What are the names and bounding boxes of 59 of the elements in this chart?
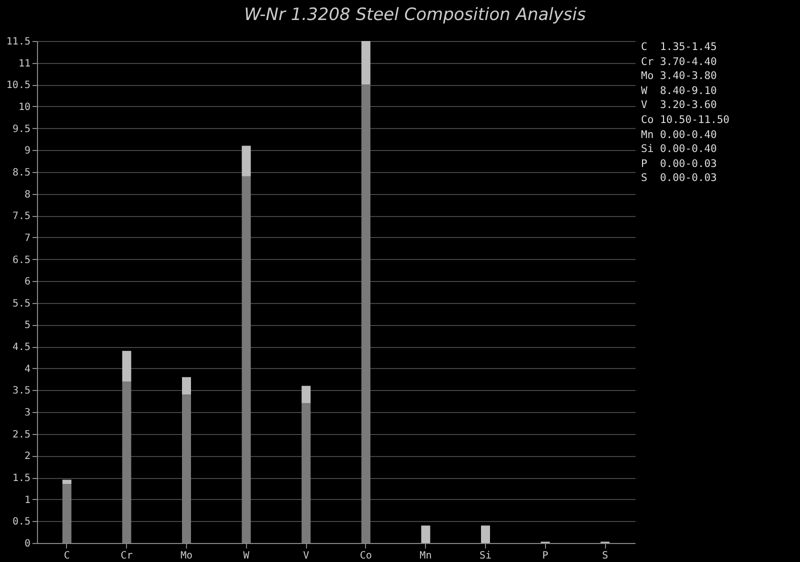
y-tick-label: 8 bbox=[24, 189, 30, 200]
y-tick-label: 7 bbox=[24, 232, 30, 244]
x-tick-label: S bbox=[602, 550, 608, 562]
y-tick-label: 3.5 bbox=[12, 386, 30, 397]
y-tick-label: 3 bbox=[24, 408, 30, 419]
x-tick-label: V bbox=[303, 550, 310, 562]
bar bbox=[62, 480, 72, 484]
bar bbox=[302, 403, 311, 543]
x-tick-label: Mo bbox=[180, 550, 193, 562]
x-tick-label: Co bbox=[360, 550, 372, 562]
bar bbox=[302, 386, 311, 404]
bar bbox=[122, 381, 132, 543]
y-tick-label: 6.5 bbox=[12, 254, 30, 266]
y-tick-label: 2.5 bbox=[12, 429, 30, 440]
chart-title: W-Nr 1.3208 Steel Composition Analysis bbox=[244, 5, 586, 25]
y-tick-label: 9.5 bbox=[12, 124, 30, 135]
bar bbox=[242, 146, 251, 176]
x-tick-label: Cr bbox=[120, 550, 133, 562]
text: Mo 3.40-3.80 bbox=[641, 69, 718, 84]
y-tick-label: 1.5 bbox=[12, 473, 30, 484]
x-tick-label: Si bbox=[479, 550, 492, 562]
bar bbox=[242, 176, 251, 543]
text: V 3.20-3.60 bbox=[641, 98, 718, 113]
y-tick-label: 0.5 bbox=[12, 516, 30, 528]
text: P 0.00-0.03 bbox=[641, 156, 718, 172]
y-tick-label: 6 bbox=[24, 276, 30, 288]
text: S 0.00-0.03 bbox=[641, 171, 718, 186]
y-tick-label: 11 bbox=[18, 58, 30, 70]
y-tick-label: 11.5 bbox=[6, 36, 30, 48]
bar bbox=[182, 377, 191, 395]
y-tick-label: 9 bbox=[24, 146, 30, 157]
y-tick-label: 4.5 bbox=[12, 342, 30, 354]
x-tick-label: W bbox=[243, 550, 250, 562]
bar bbox=[361, 41, 370, 85]
y-tick-label: 2 bbox=[24, 451, 30, 462]
bar bbox=[62, 484, 72, 543]
x-tick-label: C bbox=[64, 550, 70, 562]
bar bbox=[481, 526, 490, 543]
text: Cr 3.70-4.40 bbox=[641, 54, 718, 70]
x-tick-label: P bbox=[542, 550, 548, 562]
text: Si 0.00-0.40 bbox=[641, 142, 718, 157]
y-tick-label: 5.5 bbox=[12, 298, 30, 310]
y-tick-label: 8.5 bbox=[12, 167, 30, 178]
y-tick-label: 0 bbox=[24, 538, 30, 550]
text: Co 10.50-11.50 bbox=[641, 112, 730, 128]
text: C 1.35-1.45 bbox=[641, 40, 718, 55]
x-tick-label: Mn bbox=[420, 550, 432, 562]
y-tick-label: 10 bbox=[18, 102, 30, 113]
bar bbox=[122, 350, 132, 382]
text: W 8.40-9.10 bbox=[641, 84, 718, 98]
bar bbox=[182, 394, 191, 543]
y-tick-label: 5 bbox=[24, 320, 30, 332]
y-tick-label: 7.5 bbox=[12, 211, 30, 222]
y-tick-label: 10.5 bbox=[6, 80, 30, 92]
bar bbox=[361, 84, 370, 543]
text: Mn 0.00-0.40 bbox=[641, 128, 718, 142]
y-tick-label: 4 bbox=[24, 364, 30, 375]
y-tick-label: 1 bbox=[24, 494, 30, 506]
bar bbox=[421, 526, 430, 543]
